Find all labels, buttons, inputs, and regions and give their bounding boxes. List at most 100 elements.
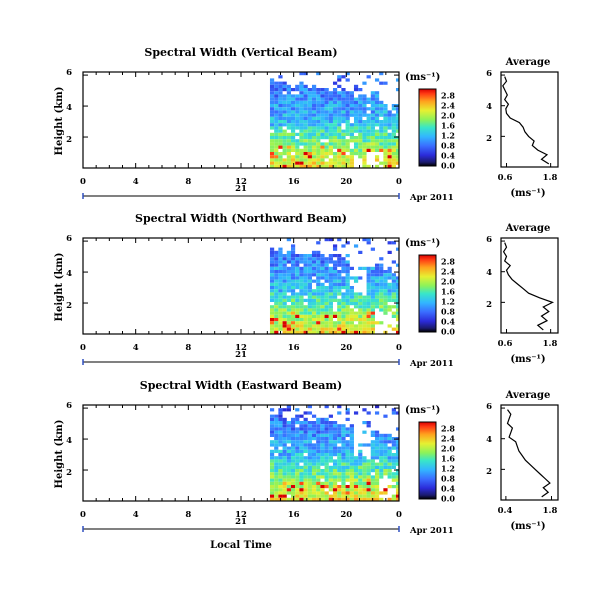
heatmap-cell bbox=[324, 440, 329, 444]
heatmap-cell bbox=[295, 491, 300, 495]
heatmap-cell bbox=[269, 247, 275, 251]
heatmap-cell bbox=[332, 116, 338, 120]
heatmap-cell bbox=[391, 107, 396, 111]
heatmap-cell bbox=[337, 104, 342, 108]
heatmap-cell bbox=[316, 136, 321, 140]
heatmap-cell bbox=[286, 161, 291, 165]
heatmap-cell bbox=[349, 158, 354, 162]
heatmap-cell bbox=[316, 494, 321, 498]
heatmap-cell bbox=[353, 456, 359, 460]
heatmap-cell bbox=[286, 110, 291, 114]
heatmap-cell bbox=[290, 421, 296, 425]
heatmap-cell bbox=[379, 289, 384, 293]
heatmap-cell bbox=[303, 465, 308, 469]
heatmap-cell bbox=[391, 123, 396, 127]
heatmap-cell bbox=[345, 148, 350, 152]
heatmap-cell bbox=[387, 298, 392, 302]
heatmap-cell bbox=[383, 152, 388, 156]
heatmap-cell bbox=[278, 311, 283, 315]
heatmap-cell bbox=[316, 327, 321, 331]
heatmap-cell bbox=[341, 279, 346, 283]
heatmap-cell bbox=[278, 270, 283, 274]
heatmap-cell bbox=[274, 478, 279, 482]
heatmap-cell bbox=[295, 152, 300, 156]
heatmap-cell bbox=[316, 485, 321, 489]
heatmap-cell bbox=[370, 116, 375, 120]
heatmap-cell bbox=[316, 311, 321, 315]
heatmap-cell bbox=[290, 465, 296, 469]
heatmap-cell bbox=[349, 107, 354, 111]
heatmap-cell bbox=[311, 270, 317, 274]
heatmap-cell bbox=[286, 430, 291, 434]
heatmap-cell bbox=[282, 449, 287, 453]
heatmap-cell bbox=[391, 311, 396, 315]
heatmap-cell bbox=[290, 330, 296, 334]
heatmap-cell bbox=[345, 478, 350, 482]
heatmap-cell bbox=[324, 308, 329, 312]
heatmap-cell bbox=[311, 120, 317, 124]
heatmap-cell bbox=[328, 433, 333, 437]
heatmap-cell bbox=[316, 270, 321, 274]
heatmap-cell bbox=[307, 164, 312, 168]
heatmap-cell bbox=[316, 446, 321, 450]
heatmap-cell bbox=[395, 123, 399, 127]
heatmap-cell bbox=[311, 250, 317, 254]
heatmap-cell bbox=[274, 116, 279, 120]
heatmap-cell bbox=[299, 107, 304, 111]
heatmap-cell bbox=[295, 453, 300, 457]
heatmap-cell bbox=[374, 282, 380, 286]
heatmap-cell bbox=[387, 446, 392, 450]
heatmap-cell bbox=[316, 91, 321, 95]
heatmap-cell bbox=[328, 494, 333, 498]
heatmap-cell bbox=[362, 497, 367, 501]
heatmap-cell bbox=[295, 305, 300, 309]
heatmap-cell bbox=[353, 84, 359, 88]
heatmap-cell bbox=[290, 446, 296, 450]
heatmap-cell bbox=[362, 129, 367, 133]
heatmap-cell bbox=[290, 260, 296, 264]
heatmap-cell bbox=[269, 152, 275, 156]
heatmap-cell bbox=[324, 497, 329, 501]
heatmap-cell bbox=[337, 465, 342, 469]
heatmap-cell bbox=[395, 327, 399, 331]
heatmap-cell bbox=[337, 405, 342, 409]
heatmap-cell bbox=[374, 475, 380, 479]
heatmap-cell bbox=[391, 408, 396, 412]
heatmap-cell bbox=[395, 120, 399, 124]
heatmap-cell bbox=[274, 263, 279, 267]
heatmap-cell bbox=[345, 308, 350, 312]
heatmap-cell bbox=[320, 126, 325, 130]
heatmap-cell bbox=[295, 494, 300, 498]
heatmap-cell bbox=[290, 469, 296, 473]
colorbar-tick-label: 2.4 bbox=[441, 434, 455, 444]
heatmap-cell bbox=[274, 84, 279, 88]
heatmap-cell bbox=[366, 469, 371, 473]
heatmap-cell bbox=[387, 145, 392, 149]
heatmap-cell bbox=[316, 126, 321, 130]
heatmap-cell bbox=[341, 155, 346, 159]
heatmap-cell bbox=[383, 129, 388, 133]
heatmap-cell bbox=[324, 443, 329, 447]
heatmap-cell bbox=[290, 497, 296, 501]
heatmap-cell bbox=[391, 456, 396, 460]
heatmap-cell bbox=[332, 260, 338, 264]
heatmap-cell bbox=[316, 449, 321, 453]
heatmap-cell bbox=[316, 488, 321, 492]
heatmap-cell bbox=[303, 279, 308, 283]
heatmap-cell bbox=[374, 91, 380, 95]
heatmap-cell bbox=[366, 462, 371, 466]
heatmap-cell bbox=[311, 433, 317, 437]
x-tick-label: 8 bbox=[185, 343, 191, 353]
heatmap-cell bbox=[379, 270, 384, 274]
heatmap-cell bbox=[366, 136, 371, 140]
heatmap-cell bbox=[332, 100, 338, 104]
heatmap-cell bbox=[324, 469, 329, 473]
heatmap-cell bbox=[269, 298, 275, 302]
heatmap-cell bbox=[274, 282, 279, 286]
heatmap-cell bbox=[303, 158, 308, 162]
heatmap-cell bbox=[274, 295, 279, 299]
heatmap-cell bbox=[341, 136, 346, 140]
heatmap-cell bbox=[278, 475, 283, 479]
heatmap-cell bbox=[379, 132, 384, 136]
heatmap-cell bbox=[290, 164, 296, 168]
